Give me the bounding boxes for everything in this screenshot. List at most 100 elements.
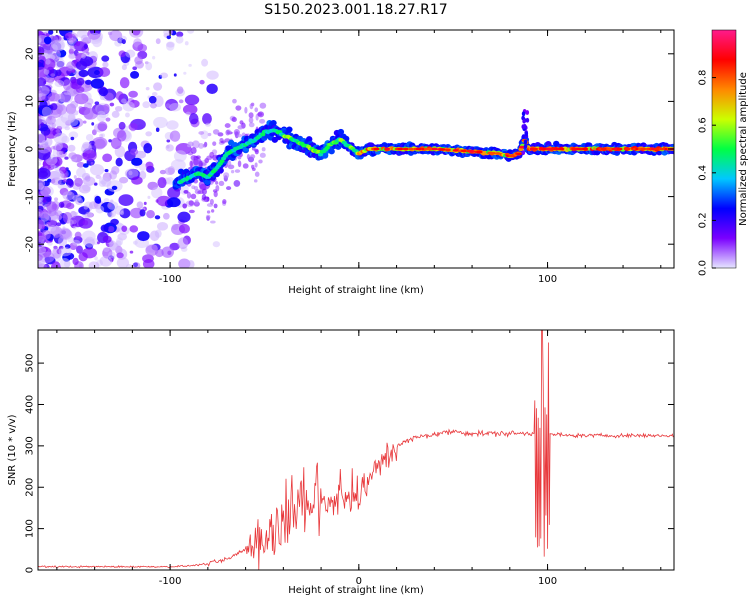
- noise-blob: [56, 104, 67, 115]
- noise-blob: [67, 144, 76, 152]
- noise-blob: [103, 103, 110, 111]
- noise-blob: [183, 190, 189, 194]
- noise-blob: [75, 40, 81, 47]
- noise-blob: [40, 185, 54, 197]
- noise-blob: [176, 86, 184, 94]
- noise-blob: [53, 58, 65, 69]
- noise-blob: [147, 181, 159, 191]
- noise-blob: [105, 117, 111, 122]
- snr-ytick-label: 300: [25, 436, 36, 455]
- noise-blob: [107, 225, 115, 233]
- noise-blob: [213, 190, 218, 198]
- noise-blob: [110, 199, 114, 203]
- ridge-peak: [532, 147, 539, 151]
- noise-blob: [56, 60, 65, 68]
- noise-blob: [50, 73, 56, 77]
- noise-blob: [86, 51, 90, 55]
- noise-blob: [114, 205, 124, 215]
- noise-blob: [107, 201, 119, 210]
- noise-blob: [68, 53, 76, 60]
- noise-blob: [74, 93, 89, 105]
- noise-blob: [110, 210, 116, 217]
- snr-ytick-label: 500: [25, 354, 36, 373]
- noise-blob: [41, 229, 51, 240]
- noise-blob: [83, 43, 89, 50]
- colorbar-tick-label: 0.0: [698, 260, 709, 276]
- noise-blob: [129, 207, 144, 219]
- noise-blob: [186, 191, 192, 199]
- snr-ytick-label: 200: [25, 478, 36, 497]
- snr-ytick-label: 400: [25, 395, 36, 414]
- noise-blob: [110, 137, 122, 150]
- noise-blob: [41, 106, 52, 118]
- spectrogram-ytick-label: 10: [25, 95, 36, 108]
- noise-blob: [76, 167, 86, 178]
- noise-blob: [148, 95, 157, 104]
- noise-blob: [166, 35, 172, 40]
- noise-blob: [72, 257, 79, 266]
- noise-blob: [55, 117, 71, 129]
- noise-blob: [167, 197, 181, 208]
- noise-blob: [78, 69, 89, 78]
- noise-blob: [248, 122, 255, 128]
- noise-blob: [45, 118, 51, 123]
- noise-blob: [248, 112, 254, 119]
- snr-xtick-label: 100: [538, 576, 557, 587]
- noise-blob: [197, 190, 204, 195]
- noise-blob: [217, 132, 224, 137]
- noise-blob: [87, 32, 103, 45]
- spectrogram-ytick-label: -10: [25, 188, 36, 204]
- ridge-core: [324, 145, 330, 150]
- noise-blob: [119, 176, 129, 184]
- ridge-peak: [444, 148, 451, 152]
- noise-blob: [187, 260, 195, 268]
- noise-blob: [155, 127, 160, 132]
- noise-blob: [83, 107, 99, 120]
- noise-blob: [244, 106, 248, 114]
- noise-blob: [54, 197, 59, 202]
- noise-blob: [68, 33, 73, 39]
- spectrogram-xtick-label: 100: [538, 274, 557, 285]
- noise-blob: [70, 100, 79, 109]
- colorbar-tick-label: 0.2: [698, 212, 709, 228]
- noise-blob: [225, 129, 230, 136]
- noise-blob: [152, 55, 156, 60]
- noise-blob: [66, 65, 74, 72]
- ridge-disturbance: [522, 118, 526, 124]
- spectrogram-marks: [38, 30, 674, 268]
- noise-blob: [120, 210, 125, 216]
- noise-blob: [65, 121, 71, 126]
- noise-blob: [102, 153, 113, 163]
- noise-blob: [188, 63, 192, 67]
- noise-blob: [153, 116, 168, 129]
- noise-blob: [182, 203, 187, 209]
- noise-blob: [122, 101, 135, 112]
- noise-blob: [156, 221, 169, 231]
- noise-blob: [100, 224, 109, 232]
- ridge-peak: [653, 147, 660, 151]
- noise-blob: [128, 90, 138, 98]
- noise-blob: [84, 236, 95, 248]
- ridge-band: [328, 148, 335, 155]
- noise-blob: [38, 133, 46, 145]
- ridge-peak: [476, 150, 483, 154]
- noise-blob: [259, 152, 266, 158]
- noise-blob: [242, 163, 249, 169]
- noise-blob: [114, 105, 123, 112]
- noise-blob: [143, 201, 147, 205]
- ridge-peak: [423, 147, 430, 151]
- noise-blob: [188, 200, 194, 206]
- noise-blob: [206, 210, 211, 214]
- noise-blob: [139, 170, 147, 180]
- spectrogram-ytick-label: -20: [25, 236, 36, 252]
- noise-blob: [73, 225, 77, 230]
- noise-blob: [94, 101, 100, 105]
- noise-blob: [46, 159, 52, 163]
- noise-blob: [131, 30, 141, 36]
- noise-blob: [173, 73, 177, 77]
- noise-blob: [155, 38, 161, 45]
- ridge-peak: [495, 152, 502, 155]
- noise-blob: [59, 150, 64, 155]
- noise-blob: [93, 182, 98, 186]
- noise-blob: [38, 177, 46, 190]
